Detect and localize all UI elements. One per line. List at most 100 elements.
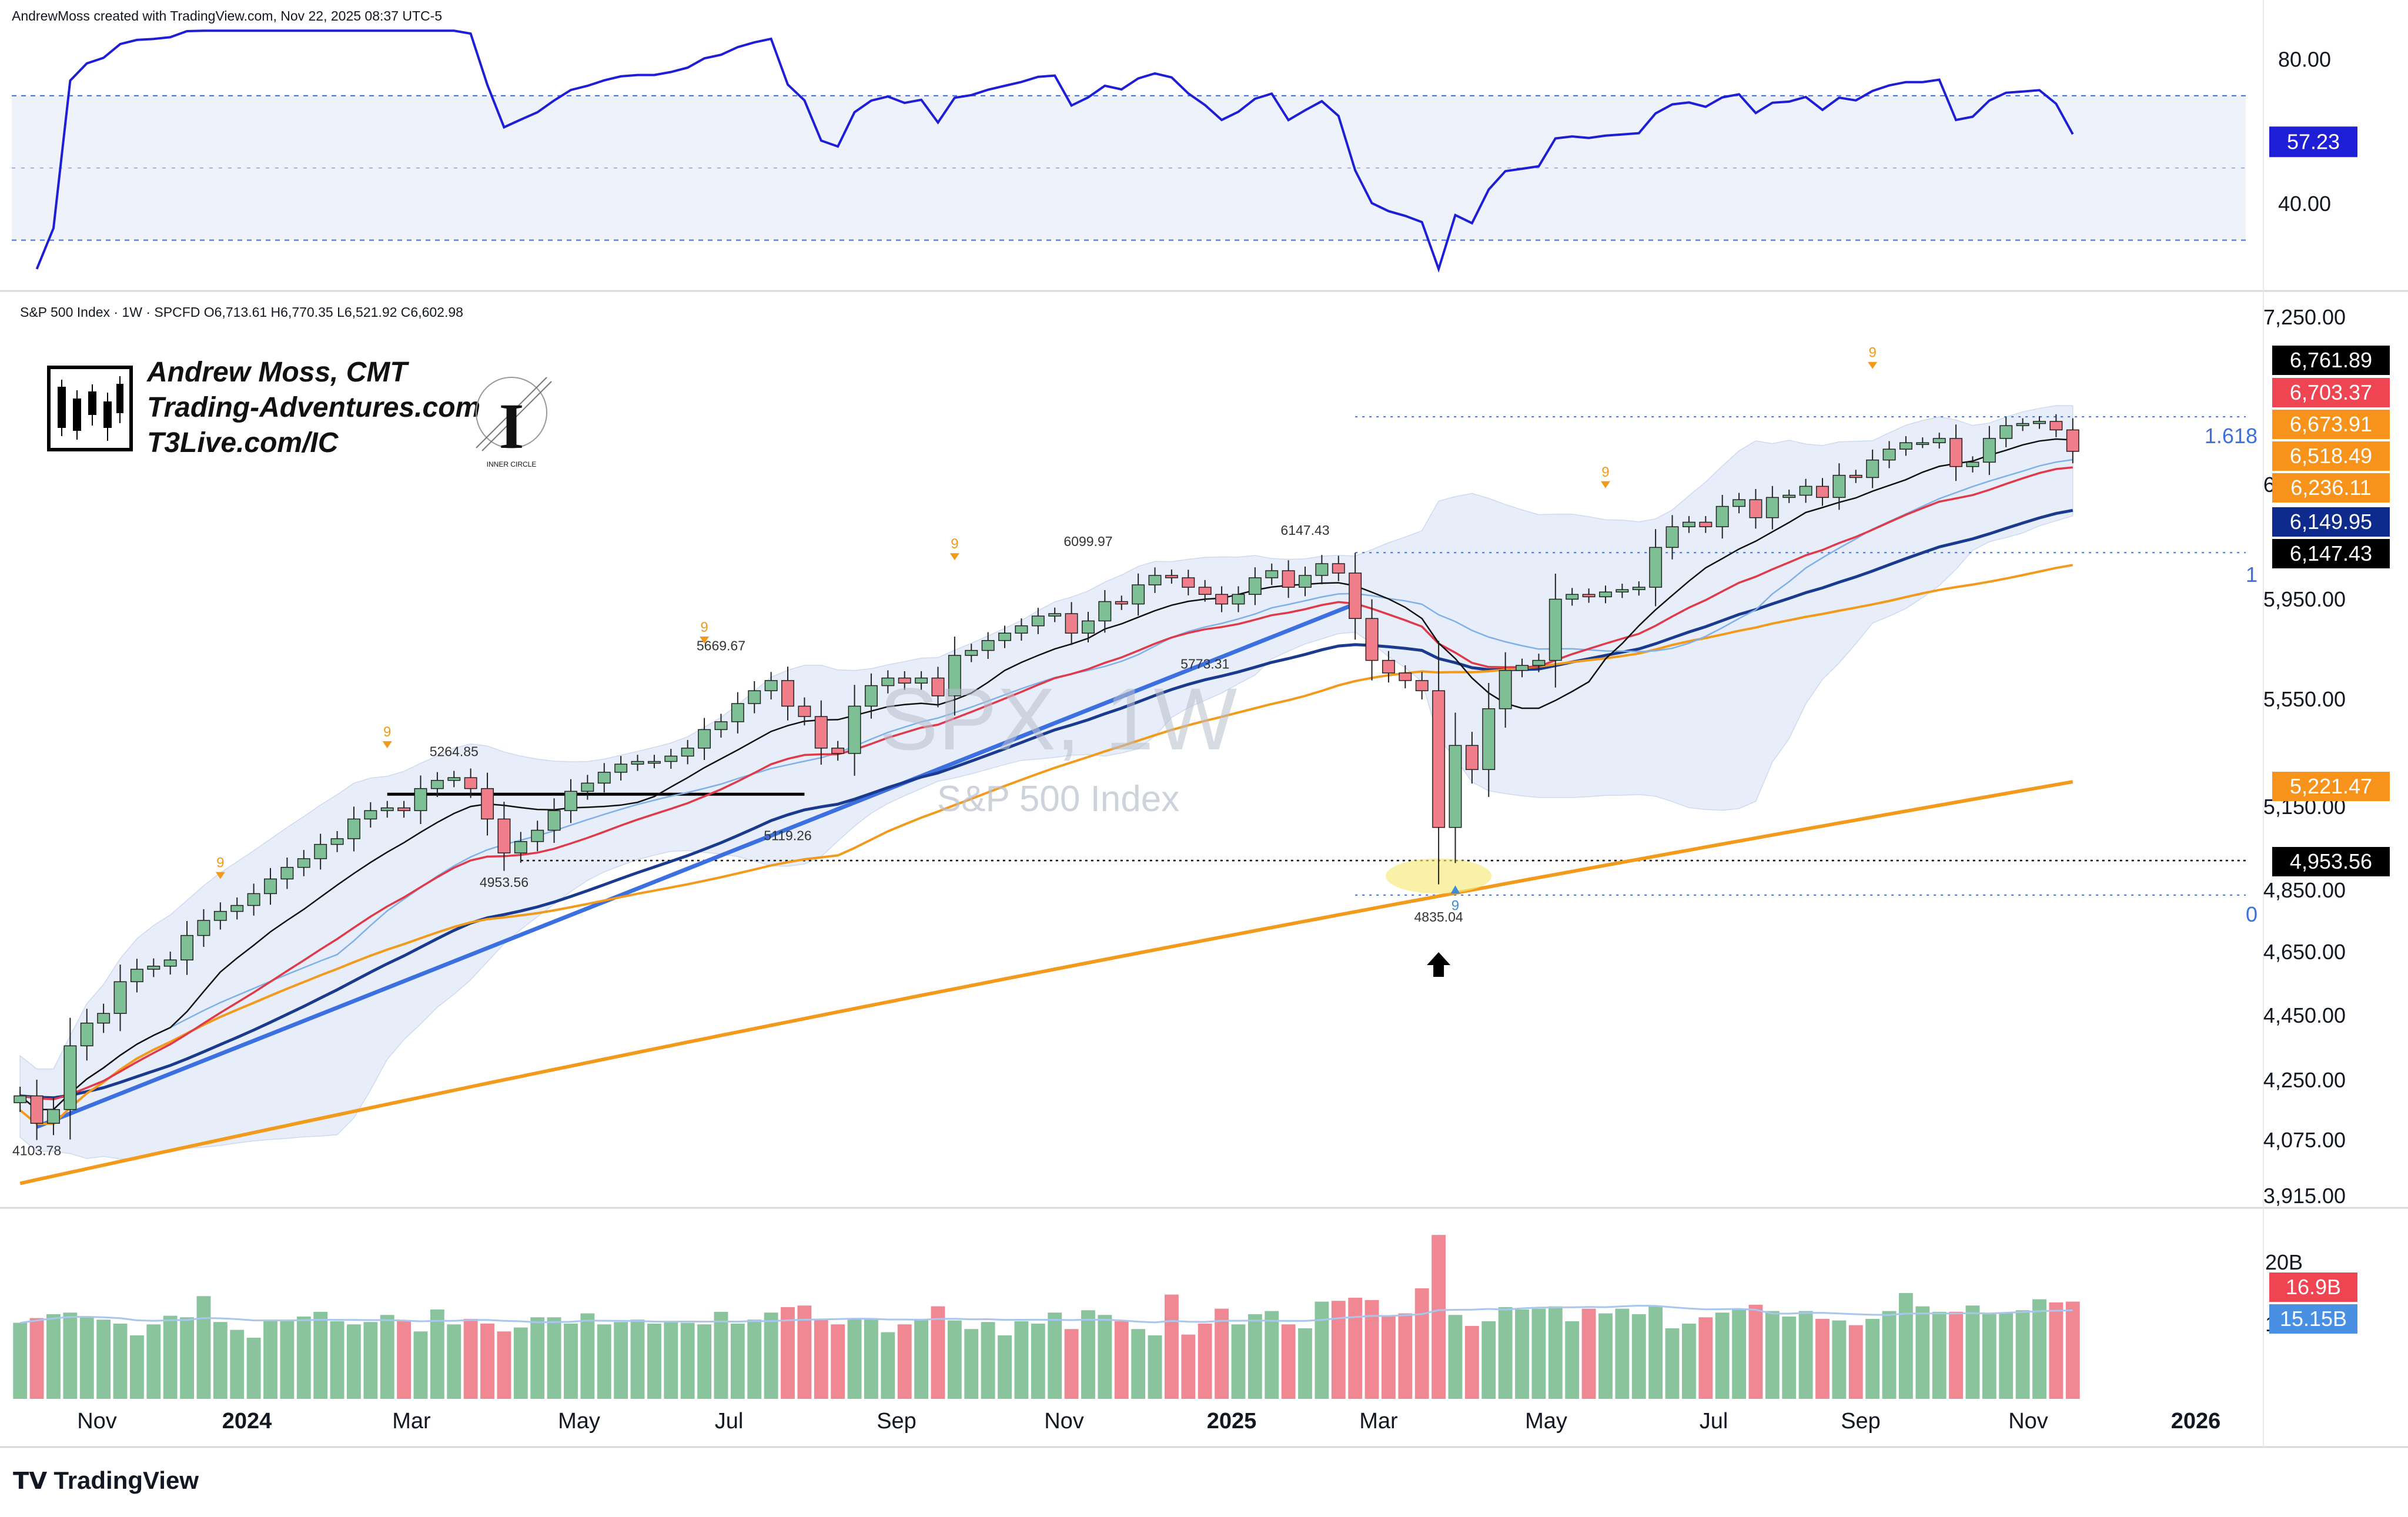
- volume-bar: [530, 1317, 545, 1399]
- candle: [764, 672, 778, 700]
- candle-body: [314, 843, 327, 859]
- candle: [1832, 463, 1846, 510]
- candle: [397, 801, 411, 818]
- price-annotation: 4953.56: [480, 875, 529, 890]
- candle-body: [597, 772, 611, 784]
- volume-bar: [1848, 1325, 1863, 1399]
- price-tag: [2272, 346, 2390, 375]
- td9-arrow-icon: [1600, 481, 1610, 488]
- volume-bar: [129, 1335, 144, 1399]
- candle-body: [1215, 594, 1229, 605]
- volume-bar: [1432, 1235, 1446, 1399]
- volume-bar: [1014, 1321, 1029, 1399]
- candle: [965, 644, 978, 662]
- candle: [1132, 573, 1145, 616]
- volume-bar: [847, 1318, 862, 1399]
- td9-arrow-icon: [382, 741, 392, 749]
- candle: [264, 868, 277, 905]
- candle: [430, 772, 444, 797]
- candle: [714, 714, 728, 738]
- volume-bar: [1481, 1321, 1496, 1399]
- candle-body: [264, 878, 277, 895]
- volume-bar: [1398, 1313, 1413, 1399]
- candle-body: [347, 818, 360, 839]
- candle-body: [397, 807, 411, 811]
- volume-bar: [881, 1332, 895, 1399]
- candle-body: [1232, 594, 1245, 605]
- candle-body: [147, 966, 160, 970]
- ma-10-line: [19, 438, 2073, 1110]
- price-axis-tick: 4,250.00: [2263, 1068, 2346, 1092]
- volume-bar: [246, 1337, 261, 1399]
- candle-body: [1499, 669, 1512, 709]
- candle: [698, 718, 711, 761]
- candle: [864, 673, 878, 719]
- price-annotation: 5264.85: [430, 744, 479, 759]
- candle: [664, 749, 678, 769]
- candle: [481, 772, 494, 836]
- watermark-ticker: SPX, 1W: [879, 669, 1238, 768]
- candle: [1949, 424, 1963, 481]
- volume-bar: [1315, 1301, 1329, 1399]
- time-axis-label: 2026: [2171, 1409, 2221, 1434]
- volume-bar: [764, 1312, 778, 1399]
- td9-label: 9: [1601, 464, 1609, 480]
- candle: [915, 671, 928, 690]
- candle-body: [1882, 448, 1896, 461]
- volume-bar: [2015, 1310, 2030, 1399]
- candle-body: [1098, 601, 1112, 622]
- price-tag: [2272, 772, 2390, 801]
- price-tag-value: 6,149.95: [2290, 510, 2372, 534]
- candle-body: [2066, 429, 2079, 452]
- candle: [1733, 493, 1746, 514]
- volume-bar: [1348, 1297, 1363, 1399]
- candle-body: [197, 920, 210, 936]
- inner-circle-badge-icon: I INNER CIRCLE: [476, 377, 552, 468]
- candle: [1182, 570, 1195, 595]
- volume-bar: [897, 1324, 912, 1399]
- candle-body: [297, 858, 310, 868]
- volume-axis-tick: 20B: [2265, 1250, 2303, 1274]
- candle-body: [1782, 494, 1796, 498]
- badge-text: INNER CIRCLE: [487, 460, 537, 468]
- candle-body: [714, 721, 728, 731]
- candle-body: [898, 677, 911, 684]
- candle: [848, 685, 861, 776]
- candle: [2049, 414, 2063, 437]
- fib-label: 1: [2246, 562, 2258, 587]
- volume-bar: [1548, 1306, 1563, 1399]
- volume-bar: [1164, 1294, 1179, 1399]
- candle-body: [1899, 442, 1912, 450]
- volume-tag: [2269, 1304, 2357, 1334]
- volume-bar: [347, 1324, 361, 1399]
- volume-bar: [1798, 1311, 1813, 1399]
- candle-body: [631, 761, 644, 765]
- td9-arrow-icon: [700, 636, 710, 644]
- candle-body: [1765, 497, 1779, 518]
- volume-bar: [2065, 1301, 2080, 1399]
- volume-bar: [2032, 1299, 2046, 1399]
- volume-bar: [363, 1322, 378, 1399]
- volume-bar: [1748, 1304, 1763, 1399]
- candle: [581, 775, 594, 800]
- volume-bar: [547, 1317, 561, 1399]
- bollinger-band: [19, 405, 2073, 1160]
- candle: [1799, 478, 1812, 503]
- candle: [1932, 433, 1946, 449]
- volume-bar: [1965, 1305, 1980, 1399]
- candle: [1699, 516, 1713, 533]
- volume-panel: [13, 1235, 2080, 1399]
- candle-body: [647, 761, 661, 764]
- volume-bar: [781, 1307, 795, 1399]
- candle: [297, 850, 310, 876]
- candle: [1632, 581, 1646, 596]
- volume-bar: [380, 1315, 394, 1399]
- candle: [447, 771, 461, 788]
- candle: [881, 670, 895, 694]
- candle: [1198, 580, 1212, 602]
- candle-body: [14, 1095, 27, 1103]
- candle: [97, 1003, 111, 1033]
- volume-bar: [931, 1306, 945, 1399]
- volume-bar: [914, 1318, 929, 1399]
- td9-label: 9: [1868, 345, 1876, 361]
